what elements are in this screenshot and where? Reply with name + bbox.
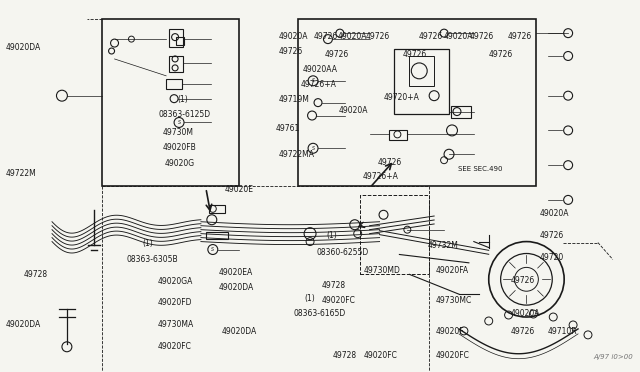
- Bar: [169, 29, 183, 47]
- Text: S: S: [312, 78, 315, 83]
- Text: 49732M: 49732M: [428, 241, 459, 250]
- Bar: [410, 56, 434, 86]
- Text: 49020A: 49020A: [339, 106, 369, 115]
- Text: 49726: 49726: [508, 32, 532, 41]
- Text: 49719M: 49719M: [278, 95, 310, 104]
- Text: 08363-6125D: 08363-6125D: [158, 109, 210, 119]
- Text: 49726: 49726: [314, 32, 338, 41]
- Text: 49020EA: 49020EA: [218, 268, 253, 277]
- Bar: [102, 19, 239, 186]
- Text: 49726+A: 49726+A: [301, 80, 337, 89]
- Text: 49722M: 49722M: [6, 169, 36, 177]
- Text: (1): (1): [142, 239, 153, 248]
- Text: A/97 i0>00: A/97 i0>00: [593, 354, 633, 360]
- Text: 49726: 49726: [325, 51, 349, 60]
- Text: 49726+A: 49726+A: [362, 172, 399, 181]
- Text: 49720+A: 49720+A: [383, 93, 419, 102]
- Text: 49020DA: 49020DA: [221, 327, 257, 336]
- Text: 08360-6255D: 08360-6255D: [317, 248, 369, 257]
- Bar: [394, 49, 449, 113]
- Text: 49020G: 49020G: [164, 159, 195, 169]
- Text: 49728: 49728: [321, 281, 346, 290]
- Text: (1): (1): [177, 95, 188, 104]
- Bar: [166, 79, 182, 89]
- Text: (1): (1): [326, 231, 337, 240]
- Text: 49020FD: 49020FD: [158, 298, 193, 307]
- Text: 49020GA: 49020GA: [158, 278, 193, 286]
- Bar: [176, 37, 184, 45]
- Text: 49730M: 49730M: [163, 128, 193, 137]
- Text: 49020FB: 49020FB: [163, 143, 196, 152]
- Text: 49726: 49726: [377, 157, 401, 167]
- Text: 49020FA: 49020FA: [436, 266, 468, 275]
- Text: SEE SEC.490: SEE SEC.490: [458, 166, 503, 172]
- Text: 49020DA: 49020DA: [218, 283, 253, 292]
- Text: 08363-6165D: 08363-6165D: [294, 309, 346, 318]
- Bar: [360, 195, 429, 274]
- Text: 49720: 49720: [539, 253, 563, 263]
- Text: S: S: [312, 146, 315, 151]
- Text: 49730MA: 49730MA: [158, 320, 195, 329]
- Text: 49020DA: 49020DA: [6, 43, 41, 52]
- Text: 49730MD: 49730MD: [363, 266, 400, 275]
- Text: 49726: 49726: [469, 32, 493, 41]
- Text: 49710R: 49710R: [547, 327, 577, 336]
- Text: 49020A: 49020A: [511, 309, 540, 318]
- Bar: [209, 205, 225, 213]
- Text: 49730MC: 49730MC: [436, 296, 472, 305]
- Text: 49728: 49728: [333, 351, 357, 360]
- Text: 49726: 49726: [278, 47, 303, 56]
- Text: 49020FC: 49020FC: [158, 342, 192, 351]
- Text: 49020FC: 49020FC: [321, 296, 355, 305]
- Text: 49726: 49726: [403, 51, 427, 60]
- Text: 49020A: 49020A: [278, 32, 308, 41]
- Text: 49020DA: 49020DA: [6, 320, 41, 329]
- Text: 49726: 49726: [511, 276, 535, 285]
- Text: 49020A: 49020A: [539, 209, 569, 218]
- Bar: [390, 131, 407, 140]
- Text: 49728: 49728: [23, 270, 47, 279]
- Text: 49761: 49761: [276, 124, 300, 133]
- Text: 49726: 49726: [511, 327, 535, 336]
- Text: 49726: 49726: [419, 32, 443, 41]
- Text: 49722MA: 49722MA: [278, 150, 315, 159]
- Text: 08363-6305B: 08363-6305B: [126, 255, 178, 264]
- Text: 49020F: 49020F: [436, 327, 464, 336]
- Text: 49020FC: 49020FC: [436, 351, 470, 360]
- Text: (1): (1): [304, 294, 315, 303]
- Text: 49726: 49726: [539, 231, 563, 240]
- Bar: [169, 56, 183, 72]
- Text: S: S: [211, 247, 214, 252]
- Text: 49020E: 49020E: [225, 185, 253, 194]
- Bar: [206, 232, 228, 238]
- Text: 49020A: 49020A: [444, 32, 474, 41]
- Text: 49020FC: 49020FC: [363, 351, 397, 360]
- Text: 49020AA: 49020AA: [303, 65, 338, 74]
- Text: 49726: 49726: [488, 51, 513, 60]
- Text: 49020A: 49020A: [338, 32, 367, 41]
- Text: 49726: 49726: [365, 32, 390, 41]
- Bar: [298, 19, 536, 186]
- Bar: [451, 106, 471, 118]
- Text: S: S: [177, 120, 180, 125]
